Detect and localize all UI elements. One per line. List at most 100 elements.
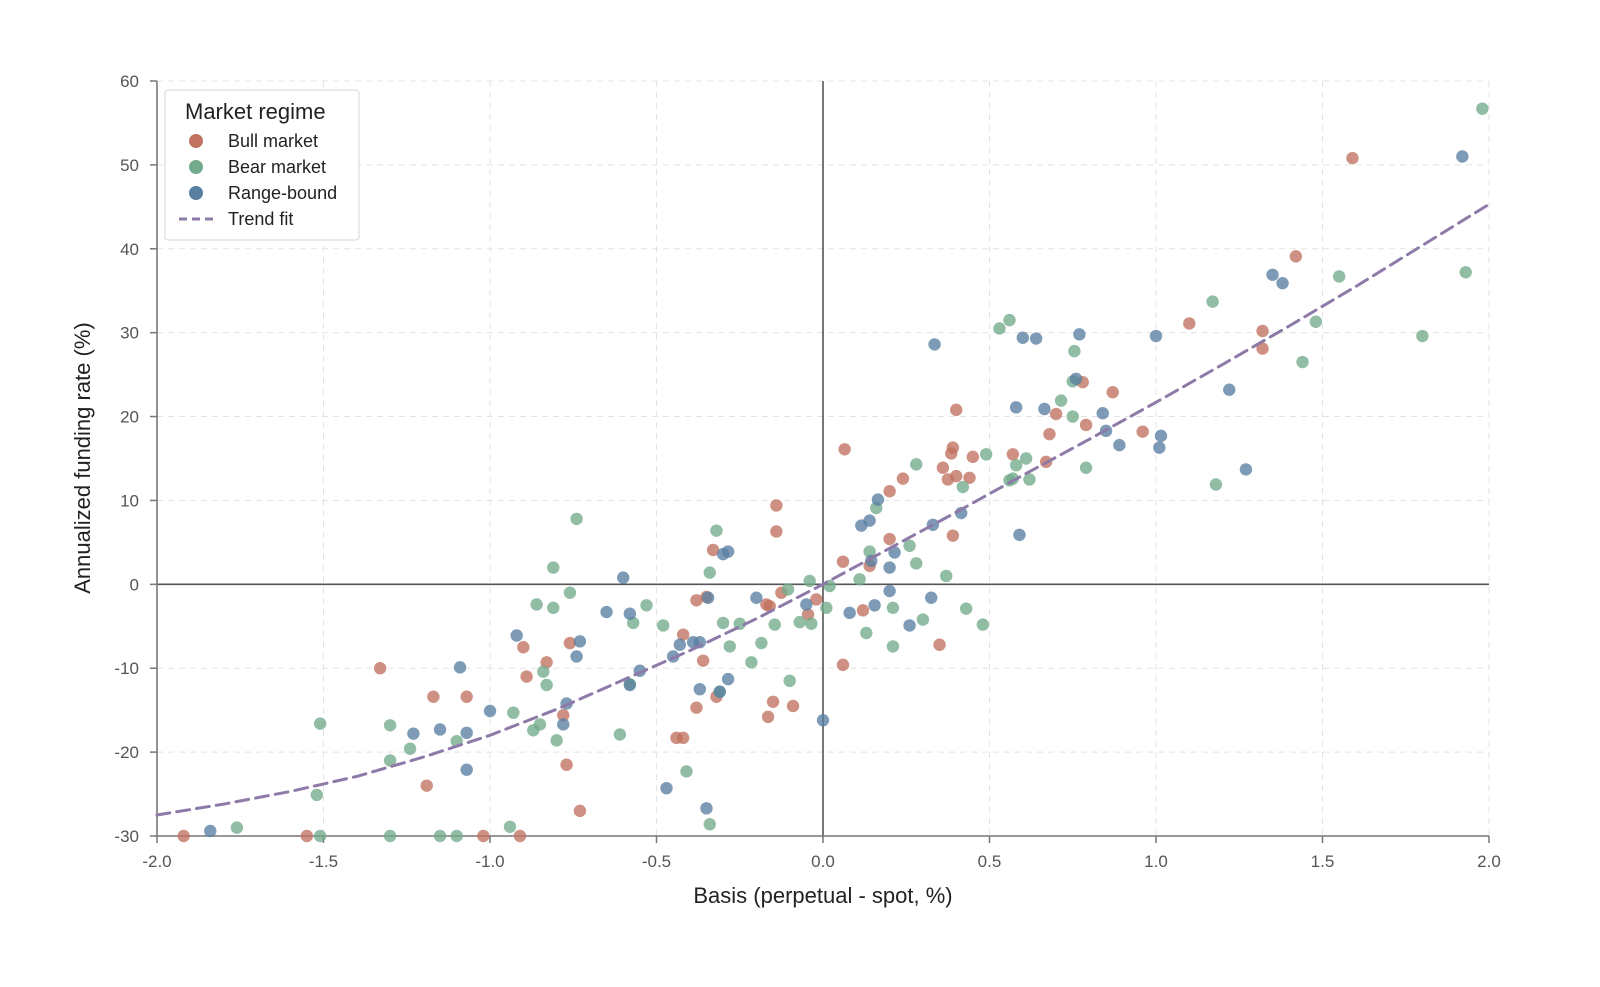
legend-title: Market regime: [185, 99, 326, 124]
y-tick-label: -30: [114, 827, 139, 846]
data-point-bull-market: [896, 472, 910, 485]
data-point-range-bound: [407, 727, 420, 740]
x-tick-label: 2.0: [1477, 852, 1501, 871]
data-point-bear-market: [613, 728, 627, 741]
y-tick-label: 0: [130, 575, 139, 594]
data-point-range-bound: [750, 591, 763, 604]
data-point-range-bound: [701, 591, 715, 604]
data-point-range-bound: [721, 672, 735, 686]
data-point-range-bound: [617, 571, 630, 584]
data-point-bull-market: [950, 403, 963, 417]
data-point-range-bound: [1154, 429, 1168, 443]
data-point-bull-market: [1183, 317, 1196, 330]
data-point-bear-market: [1296, 355, 1309, 369]
data-point-range-bound: [673, 638, 687, 651]
data-point-bull-market: [1256, 324, 1269, 338]
data-point-range-bound: [433, 723, 447, 736]
y-tick-label: 20: [120, 408, 139, 427]
data-point-bull-market: [427, 690, 440, 703]
data-point-bull-market: [676, 628, 690, 641]
data-point-bear-market: [959, 602, 973, 615]
data-point-bear-market: [803, 574, 816, 588]
data-point-bear-market: [863, 545, 876, 558]
data-point-range-bound: [1069, 372, 1083, 386]
data-point-range-bound: [1009, 401, 1023, 414]
data-point-bear-market: [805, 617, 818, 630]
data-point-bear-market: [886, 601, 900, 615]
data-point-range-bound: [1276, 276, 1289, 290]
data-point-bear-market: [783, 674, 796, 688]
data-point-bear-market: [1416, 329, 1429, 343]
data-point-bear-market: [433, 829, 447, 843]
data-point-range-bound: [1096, 407, 1109, 420]
data-point-range-bound: [623, 678, 637, 692]
data-point-bull-market: [557, 709, 570, 722]
data-point-bull-market: [883, 532, 896, 546]
legend-marker-bull-market: [189, 134, 203, 148]
data-point-range-bound: [721, 545, 735, 558]
data-point-range-bound: [510, 629, 523, 642]
data-point-bear-market: [563, 586, 577, 599]
data-point-bear-market: [1019, 452, 1033, 465]
data-point-bull-market: [836, 658, 850, 672]
y-tick-label: -10: [114, 659, 139, 678]
data-point-bull-market: [1106, 386, 1119, 399]
data-point-bear-market: [1476, 102, 1489, 115]
data-point-bull-market: [770, 525, 783, 538]
data-point-bull-market: [1346, 151, 1359, 165]
data-point-range-bound: [903, 619, 916, 632]
data-point-bear-market: [1066, 410, 1079, 423]
data-point-range-bound: [883, 584, 896, 598]
data-point-range-bound: [623, 607, 637, 620]
data-point-bull-market: [676, 731, 690, 745]
data-point-range-bound: [204, 824, 217, 838]
data-point-bull-market: [706, 543, 720, 557]
data-point-range-bound: [883, 561, 896, 574]
data-point-bull-market: [696, 654, 710, 667]
data-point-bear-market: [993, 322, 1006, 335]
data-point-bear-market: [860, 626, 873, 640]
x-tick-label: -1.0: [475, 852, 504, 871]
data-point-bear-market: [910, 557, 923, 570]
x-tick-label: -2.0: [142, 852, 171, 871]
data-point-range-bound: [700, 802, 713, 815]
data-point-bull-market: [966, 450, 980, 464]
data-point-bear-market: [540, 678, 553, 692]
data-point-range-bound: [460, 726, 473, 740]
x-tick-label: -1.5: [309, 852, 338, 871]
data-point-bull-market: [177, 829, 190, 843]
data-point-bull-market: [563, 636, 577, 650]
data-point-bear-market: [910, 458, 923, 471]
data-point-bull-market: [761, 710, 775, 724]
data-point-bear-market: [680, 765, 693, 778]
data-point-range-bound: [925, 591, 938, 604]
data-point-bull-market: [420, 779, 433, 792]
data-point-bull-market: [1049, 407, 1063, 421]
data-point-bear-market: [916, 613, 930, 626]
data-point-range-bound: [928, 338, 941, 351]
data-point-bear-market: [979, 448, 993, 461]
y-tick-label: 60: [120, 72, 139, 91]
legend-label-bear-market: Bear market: [228, 157, 326, 177]
trend-line: [155, 202, 1491, 817]
data-point-bull-market: [517, 641, 530, 654]
data-point-bear-market: [903, 539, 916, 552]
data-point-range-bound: [1153, 441, 1166, 454]
data-point-bull-market: [1256, 342, 1269, 355]
data-point-bear-market: [383, 754, 397, 767]
data-point-range-bound: [1266, 268, 1279, 281]
data-point-range-bound: [1223, 383, 1236, 396]
data-point-bear-market: [853, 573, 866, 586]
data-point-bear-market: [1003, 313, 1016, 327]
data-point-range-bound: [1016, 331, 1029, 344]
data-point-range-bound: [600, 605, 613, 619]
series-bear-market: [230, 102, 1489, 843]
data-point-range-bound: [693, 682, 706, 696]
data-point-range-bound: [871, 493, 885, 506]
x-axis-ticks: -2.0 -1.5 -1.0 -0.5 0.0 0.5 1.0 1.5 2.0: [142, 836, 1501, 871]
data-point-bear-market: [403, 742, 417, 755]
data-point-bear-market: [450, 829, 463, 843]
x-tick-label: 0.0: [811, 852, 835, 871]
legend-label-trend-fit: Trend fit: [228, 209, 293, 229]
data-point-range-bound: [1038, 402, 1051, 416]
